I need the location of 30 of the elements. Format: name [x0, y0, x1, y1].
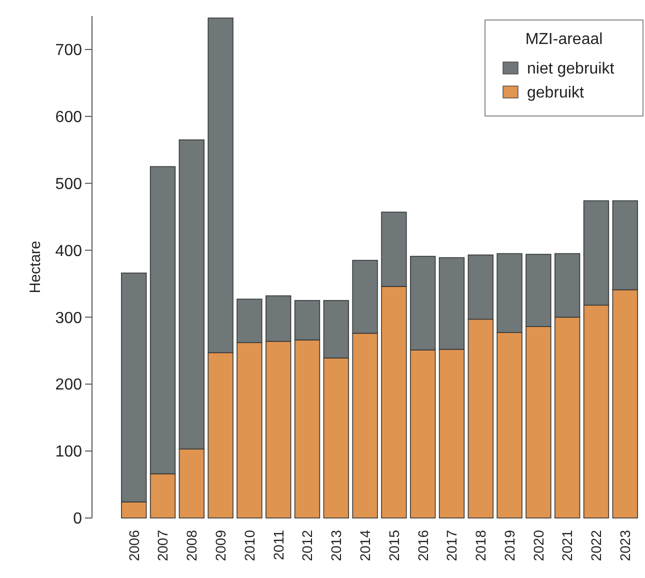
x-tick-label: 2012: [299, 530, 316, 562]
y-tick-label: 0: [73, 510, 82, 528]
y-tick-label: 100: [55, 444, 82, 461]
x-tick-label: 2011: [270, 530, 286, 560]
x-tick-label: 2020: [530, 530, 546, 562]
x-tick-label: 2018: [472, 530, 489, 562]
x-tick-label: 2006: [126, 530, 142, 562]
y-tick-label: 500: [55, 176, 82, 193]
x-tick-label: 2016: [414, 530, 431, 562]
x-tick-label: 2007: [154, 530, 171, 562]
y-tick-label: 600: [55, 109, 82, 126]
x-tick-label: 2019: [501, 530, 518, 562]
x-tick-label: 2009: [212, 530, 228, 562]
x-tick-label: 2017: [444, 530, 460, 562]
y-tick-label: 200: [55, 376, 82, 394]
x-tick-label: 2015: [386, 530, 402, 562]
x-tick-label: 2014: [356, 530, 373, 562]
legend-title: MZI-areaal: [525, 31, 603, 48]
y-tick-label: 300: [55, 310, 82, 327]
x-tick-label: 2022: [588, 530, 604, 562]
x-tick-label: 2010: [241, 530, 258, 562]
x-tick-label: 2021: [559, 530, 576, 562]
legend-label: niet gebruikt: [527, 60, 615, 78]
y-tick-label: 700: [55, 42, 82, 60]
legend-label: gebruikt: [527, 84, 584, 102]
x-tick-label: 2013: [328, 530, 344, 562]
x-tick-label: 2008: [184, 530, 200, 562]
x-tick-label: 2023: [617, 530, 634, 562]
y-tick-label: 400: [55, 242, 82, 260]
y-axis-title: Hectare: [27, 240, 44, 294]
